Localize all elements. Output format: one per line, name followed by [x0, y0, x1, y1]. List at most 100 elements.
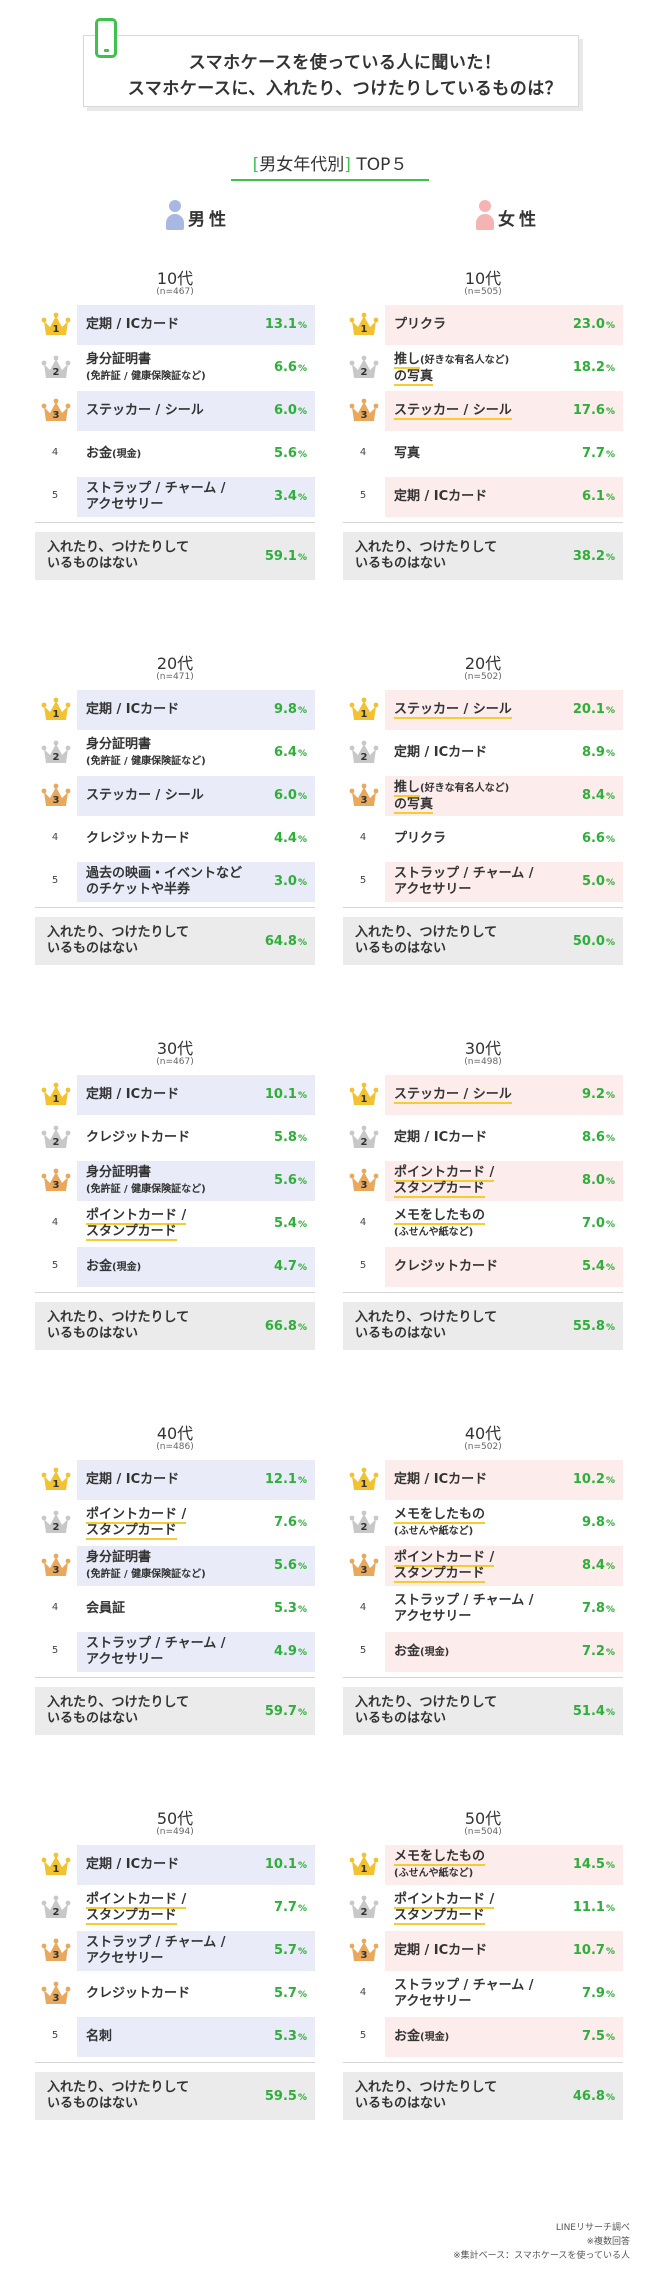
row-background: [77, 862, 315, 902]
ranking-row: 2 身分証明書 (免許証 / 健康保険証など) 6.4%: [35, 733, 315, 773]
row-background: [77, 1632, 315, 1672]
none-label-line2: いるものはない: [47, 1326, 139, 1341]
rank-number: 5: [51, 1260, 59, 1271]
item-label: プリクラ: [394, 317, 569, 333]
item-label-sub: (現金): [112, 449, 142, 460]
item-label: メモをしたもの (ふせんや紙など): [394, 1208, 569, 1241]
item-label: お金(現金): [86, 1259, 261, 1276]
rank-number: 1: [52, 1479, 60, 1490]
row-background: [385, 862, 623, 902]
percent-value: 8.4%: [582, 1558, 615, 1573]
item-label: メモをしたもの (ふせんや紙など): [394, 1507, 569, 1540]
ranking-row: 5 定期 / ICカード 6.1%: [343, 477, 623, 517]
crown-icon: 3: [41, 1981, 71, 2007]
item-label: プリクラ: [394, 831, 569, 847]
none-percent-value: 64.8%: [265, 934, 307, 949]
rank-number: 3: [52, 410, 60, 421]
percent-unit: %: [605, 364, 615, 374]
rank-cell: 2: [343, 733, 383, 773]
none-label-line1: 入れたり、つけたりして: [355, 540, 498, 555]
divider: [35, 522, 315, 523]
none-label: 入れたり、つけたりして いるものはない: [355, 925, 545, 957]
percent-value: 3.0%: [274, 874, 307, 889]
smartphone-icon: [95, 18, 117, 58]
item-label-main: プリクラ: [394, 831, 447, 846]
rank-number: 4: [359, 1217, 367, 1228]
percent-value: 8.6%: [582, 1130, 615, 1145]
percent-number: 8.4: [581, 788, 605, 803]
percent-number: 23.0: [572, 317, 605, 332]
percent-unit: %: [297, 450, 307, 460]
percent-value: 6.1%: [582, 489, 615, 504]
percent-value: 9.8%: [274, 702, 307, 717]
rank-cell: 3: [35, 391, 75, 431]
ranking-row: 1 ステッカー / シール 9.2%: [343, 1075, 623, 1115]
age-title: 30代: [156, 1039, 194, 1058]
rank-cell: 1: [343, 1075, 383, 1115]
item-label-main: 写真: [394, 446, 421, 461]
percent-number: 6.0: [273, 788, 297, 803]
percent-unit: %: [297, 1476, 307, 1486]
rank-number: 5: [51, 1645, 59, 1656]
item-label: ステッカー / シール: [394, 403, 569, 420]
none-label-line1: 入れたり、つけたりして: [355, 2080, 498, 2095]
rank-cell: 4: [343, 434, 383, 474]
item-label-main: プリクラ: [394, 317, 447, 332]
percent-value: 5.3%: [274, 1601, 307, 1616]
percent-number: 6.0: [273, 403, 297, 418]
rank-number: 4: [359, 832, 367, 843]
item-label-sub: (ふせんや紙など): [394, 1526, 474, 1537]
ranking-row: 4 クレジットカード 4.4%: [35, 819, 315, 859]
percent-unit: %: [605, 1990, 615, 2000]
percent-value: 7.6%: [274, 1515, 307, 1530]
rank-number: 3: [360, 795, 368, 806]
item-label-main: ステッカー / シール: [394, 702, 512, 719]
ranking-row: 1 メモをしたもの (ふせんや紙など) 14.5%: [343, 1845, 623, 1885]
percent-value: 4.4%: [274, 831, 307, 846]
item-label-sub: (好きな有名人など): [420, 355, 510, 366]
section-title: [男女年代別] TOP５: [0, 150, 660, 175]
item-label-main: 定期 / ICカード: [86, 702, 180, 717]
item-label: ステッカー / シール: [86, 403, 261, 419]
none-label: 入れたり、つけたりして いるものはない: [47, 540, 237, 572]
panel-male-2: 30代 (n=467) 1 定期 / ICカード 10.1% 2 クレジットカード 5.8% 3…: [35, 1035, 315, 1425]
panel-female-0: 10代 (n=505) 1 プリクラ 23.0% 2 推し(好きな有名人など) の写真 18.2…: [343, 265, 623, 655]
item-label-main: ポイントカード /: [394, 1550, 495, 1567]
percent-unit: %: [297, 792, 307, 802]
rank-cell: 5: [35, 1632, 75, 1672]
percent-value: 5.6%: [274, 1558, 307, 1573]
divider: [35, 1677, 315, 1678]
item-label: 定期 / ICカード: [394, 1472, 569, 1488]
ranking-row: 1 定期 / ICカード 10.1%: [35, 1075, 315, 1115]
percent-value: 6.0%: [274, 403, 307, 418]
none-label-line1: 入れたり、つけたりして: [47, 925, 190, 940]
rank-number: 5: [51, 875, 59, 886]
item-label: ポイントカード / スタンプカード: [86, 1208, 261, 1241]
crown-icon: 3: [349, 1938, 379, 1964]
percent-unit: %: [605, 1323, 615, 1333]
item-label-main: メモをしたもの: [394, 1507, 486, 1524]
percent-number: 4.7: [273, 1259, 297, 1274]
percent-unit: %: [605, 1904, 615, 1914]
percent-unit: %: [605, 835, 615, 845]
rank-cell: 5: [35, 862, 75, 902]
ranking-row: 5 過去の映画・イベントなど のチケットや半券 3.0%: [35, 862, 315, 902]
item-label-sub: アクセサリー: [86, 1951, 164, 1966]
none-row: 入れたり、つけたりして いるものはない 59.1%: [35, 532, 315, 580]
age-title: 10代: [156, 269, 194, 288]
percent-value: 8.9%: [582, 745, 615, 760]
percent-unit: %: [297, 364, 307, 374]
crown-icon: 1: [349, 1852, 379, 1878]
rank-cell: 4: [35, 1589, 75, 1629]
rank-number: 3: [52, 1950, 60, 1961]
item-label: ポイントカード / スタンプカード: [394, 1892, 569, 1925]
percent-value: 6.4%: [274, 745, 307, 760]
ranking-row: 4 ポイントカード / スタンプカード 5.4%: [35, 1204, 315, 1244]
crown-icon: 3: [349, 783, 379, 809]
crown-icon: 1: [41, 1082, 71, 1108]
divider: [35, 1292, 315, 1293]
sample-size: (n=467): [156, 287, 194, 297]
percent-value: 5.6%: [274, 1173, 307, 1188]
crown-icon: 3: [349, 1168, 379, 1194]
rank-number: 4: [359, 1602, 367, 1613]
